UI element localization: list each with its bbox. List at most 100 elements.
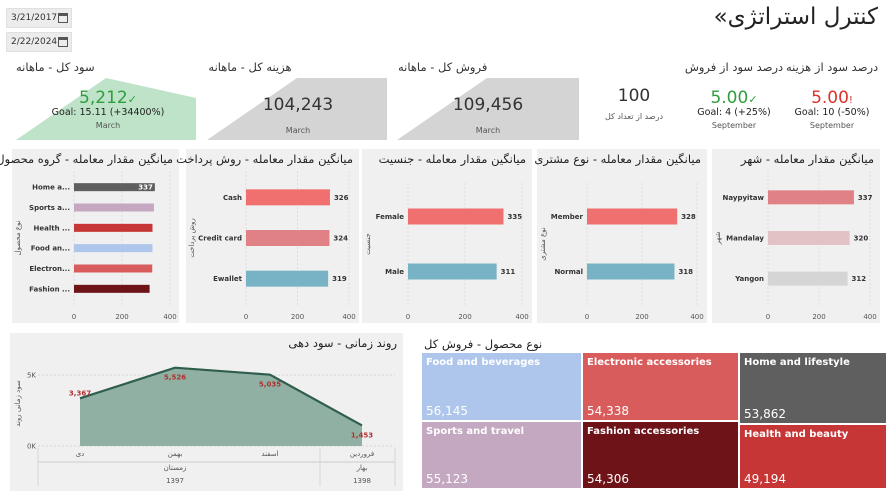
x-tick-label: 0 xyxy=(766,313,770,321)
treemap-cell-value: 49,194 xyxy=(744,472,786,486)
kpi-profit-period: March xyxy=(95,121,121,130)
data-label: 5,035 xyxy=(259,381,281,389)
kpi-sales-title: فروش کل - ماهانه xyxy=(398,60,488,74)
treemap-cell[interactable]: Electronic accessories 54,338 xyxy=(583,353,738,420)
x-tick-label: 400 xyxy=(515,313,528,321)
kpi-sales-shape xyxy=(397,78,579,140)
panel-product-group: میانگین مقدار معامله - گروه محصول 0 200 40… xyxy=(0,149,179,323)
panel-profit-trend: روند زمانی - سود دهی 0K 5K سود زمانی روند 3… xyxy=(10,333,403,491)
bar xyxy=(587,208,678,225)
bar xyxy=(408,208,504,225)
season-label: زمستان xyxy=(164,464,187,472)
category-label: Normal xyxy=(554,268,583,276)
area-fill xyxy=(80,367,362,446)
kpi-sales-value: 109,456 xyxy=(452,95,524,115)
category-label: Naypyitaw xyxy=(723,194,765,202)
calendar-icon xyxy=(58,37,68,47)
kpi-sales-period: March xyxy=(475,126,501,135)
y-axis-label: سود زمانی روند xyxy=(14,380,22,427)
category-label: Yangon xyxy=(734,275,764,283)
x-tick-label: 200 xyxy=(291,313,304,321)
end-date-input[interactable]: 2/22/2024 xyxy=(6,32,72,52)
treemap-cell-value: 53,862 xyxy=(744,407,786,421)
chart-title: روند زمانی - سود دهی xyxy=(288,336,397,350)
bar xyxy=(768,231,850,245)
chart-title: میانگین مقدار معامله - روش پرداخت xyxy=(176,152,353,166)
chart-title: میانگین مقدار معامله - نوع مشتری xyxy=(534,152,701,166)
kpi-margin-sales-goal: Goal: 4 (+25%) xyxy=(697,107,771,118)
y-axis-label: نوع محصول xyxy=(14,220,22,255)
bar xyxy=(768,271,848,286)
chart-title: میانگین مقدار معامله - گروه محصول xyxy=(0,152,173,166)
start-date-input[interactable]: 3/21/2017 xyxy=(6,8,72,28)
kpi-margin-sales-value: 5.00✓ xyxy=(710,88,758,108)
chart-title: میانگین مقدار معامله - شهر xyxy=(740,152,874,166)
data-label: 335 xyxy=(507,213,522,221)
x-tick-label: 400 xyxy=(342,313,355,321)
x-tick-label: 400 xyxy=(863,313,876,321)
kpi-margin-cost-period: September xyxy=(809,121,855,130)
kpi-margin-cost-goal: Goal: 10 (-50%) xyxy=(794,107,870,118)
category-label: Sports a... xyxy=(29,204,70,212)
kpi-cost-value: 104,243 xyxy=(262,95,334,115)
panel-city: میانگین مقدار معامله - شهر 0 200 400 شهر Nay… xyxy=(712,149,880,323)
area-chart-profit-trend: 0K 5K سود زمانی روند 3,367 5,526 5,035 1,453 دی… xyxy=(14,366,396,486)
treemap-cell[interactable]: Food and beverages 56,145 xyxy=(422,353,581,420)
treemap-cell-label: Health and beauty xyxy=(744,429,849,440)
kpi-profit-shape xyxy=(16,78,196,140)
data-label: 337 xyxy=(138,184,153,192)
x-tick-label: 200 xyxy=(115,313,128,321)
treemap-cell[interactable]: Fashion accessories 54,306 xyxy=(583,422,738,488)
kpi-margin-sales-period: September xyxy=(711,121,757,130)
x-tick-label: 200 xyxy=(458,313,471,321)
x-tick-label: 0 xyxy=(72,313,76,321)
panel-customer-type: میانگین مقدار معامله - نوع مشتری 0 200 400… xyxy=(534,149,707,323)
kpi-margin-cost-title: درصد سود از هزینه xyxy=(786,60,879,74)
x-tick-label: اسفند xyxy=(261,450,278,458)
x-tick-label: 0 xyxy=(244,313,248,321)
data-label: 328 xyxy=(681,213,696,221)
bar-chart-payment-method: 0 200 400 روش پرداخت Cash 326 Credit card 324 Ew… xyxy=(188,171,356,321)
panel-gender: میانگین مقدار معامله - جنسیت 0 200 400 جنسی… xyxy=(362,149,532,323)
category-label: Home a... xyxy=(32,184,70,192)
kpi-profit-value: 5,212✓ xyxy=(79,88,137,108)
calendar-icon xyxy=(58,13,68,23)
treemap-cell-label: Food and beverages xyxy=(426,357,541,368)
category-label: Cash xyxy=(223,194,242,202)
treemap-cell-value: 55,123 xyxy=(426,472,468,486)
bar xyxy=(246,270,329,287)
data-label: 311 xyxy=(501,268,516,276)
bar xyxy=(74,284,150,293)
data-label: 326 xyxy=(334,194,349,202)
bar xyxy=(74,203,154,212)
chart-title: میانگین مقدار معامله - جنسیت xyxy=(378,152,526,166)
treemap-cell[interactable]: Health and beauty 49,194 xyxy=(740,425,886,488)
kpi-cost-title: هزینه کل - ماهانه xyxy=(208,60,292,74)
kpi-count-value: 100 xyxy=(617,86,651,106)
bar-chart-product-group: 0 200 400 نوع محصول Home a... 337 Sports a... H… xyxy=(14,171,177,321)
x-tick-label: دی xyxy=(76,450,85,458)
treemap-cell-value: 54,306 xyxy=(587,472,629,486)
bar xyxy=(246,189,330,206)
data-label: 1,453 xyxy=(351,431,373,439)
treemap-cell[interactable]: Sports and travel 55,123 xyxy=(422,422,581,488)
treemap-product-sales: Food and beverages 56,145 Sports and trave… xyxy=(422,353,888,490)
treemap-title: نوع محصول - فروش کل xyxy=(424,337,543,351)
data-label: 312 xyxy=(852,275,867,283)
bar xyxy=(74,183,155,192)
category-label: Ewallet xyxy=(213,275,243,283)
kpi-profit-goal: Goal: 15.11 (+34400%) xyxy=(51,107,165,118)
treemap-cell-label: Sports and travel xyxy=(426,426,525,437)
bar xyxy=(74,223,153,232)
x-tick-label: 400 xyxy=(690,313,703,321)
kpi-cost-period: March xyxy=(285,126,311,135)
category-label: Female xyxy=(376,213,405,221)
page-title: «کنترل استراتژی xyxy=(713,4,878,30)
category-label: Male xyxy=(385,268,404,276)
treemap-cell[interactable]: Home and lifestyle 53,862 xyxy=(740,353,886,423)
data-label: 5,526 xyxy=(164,374,186,382)
bar xyxy=(587,263,675,280)
x-tick-label: بهمن xyxy=(168,450,183,458)
bar-chart-customer-type: 0 200 400 نوع مشتری Member 328 Normal 318 xyxy=(539,183,704,321)
bar-chart-gender: 0 200 400 جنسیت Female 335 Male 311 xyxy=(364,183,529,321)
